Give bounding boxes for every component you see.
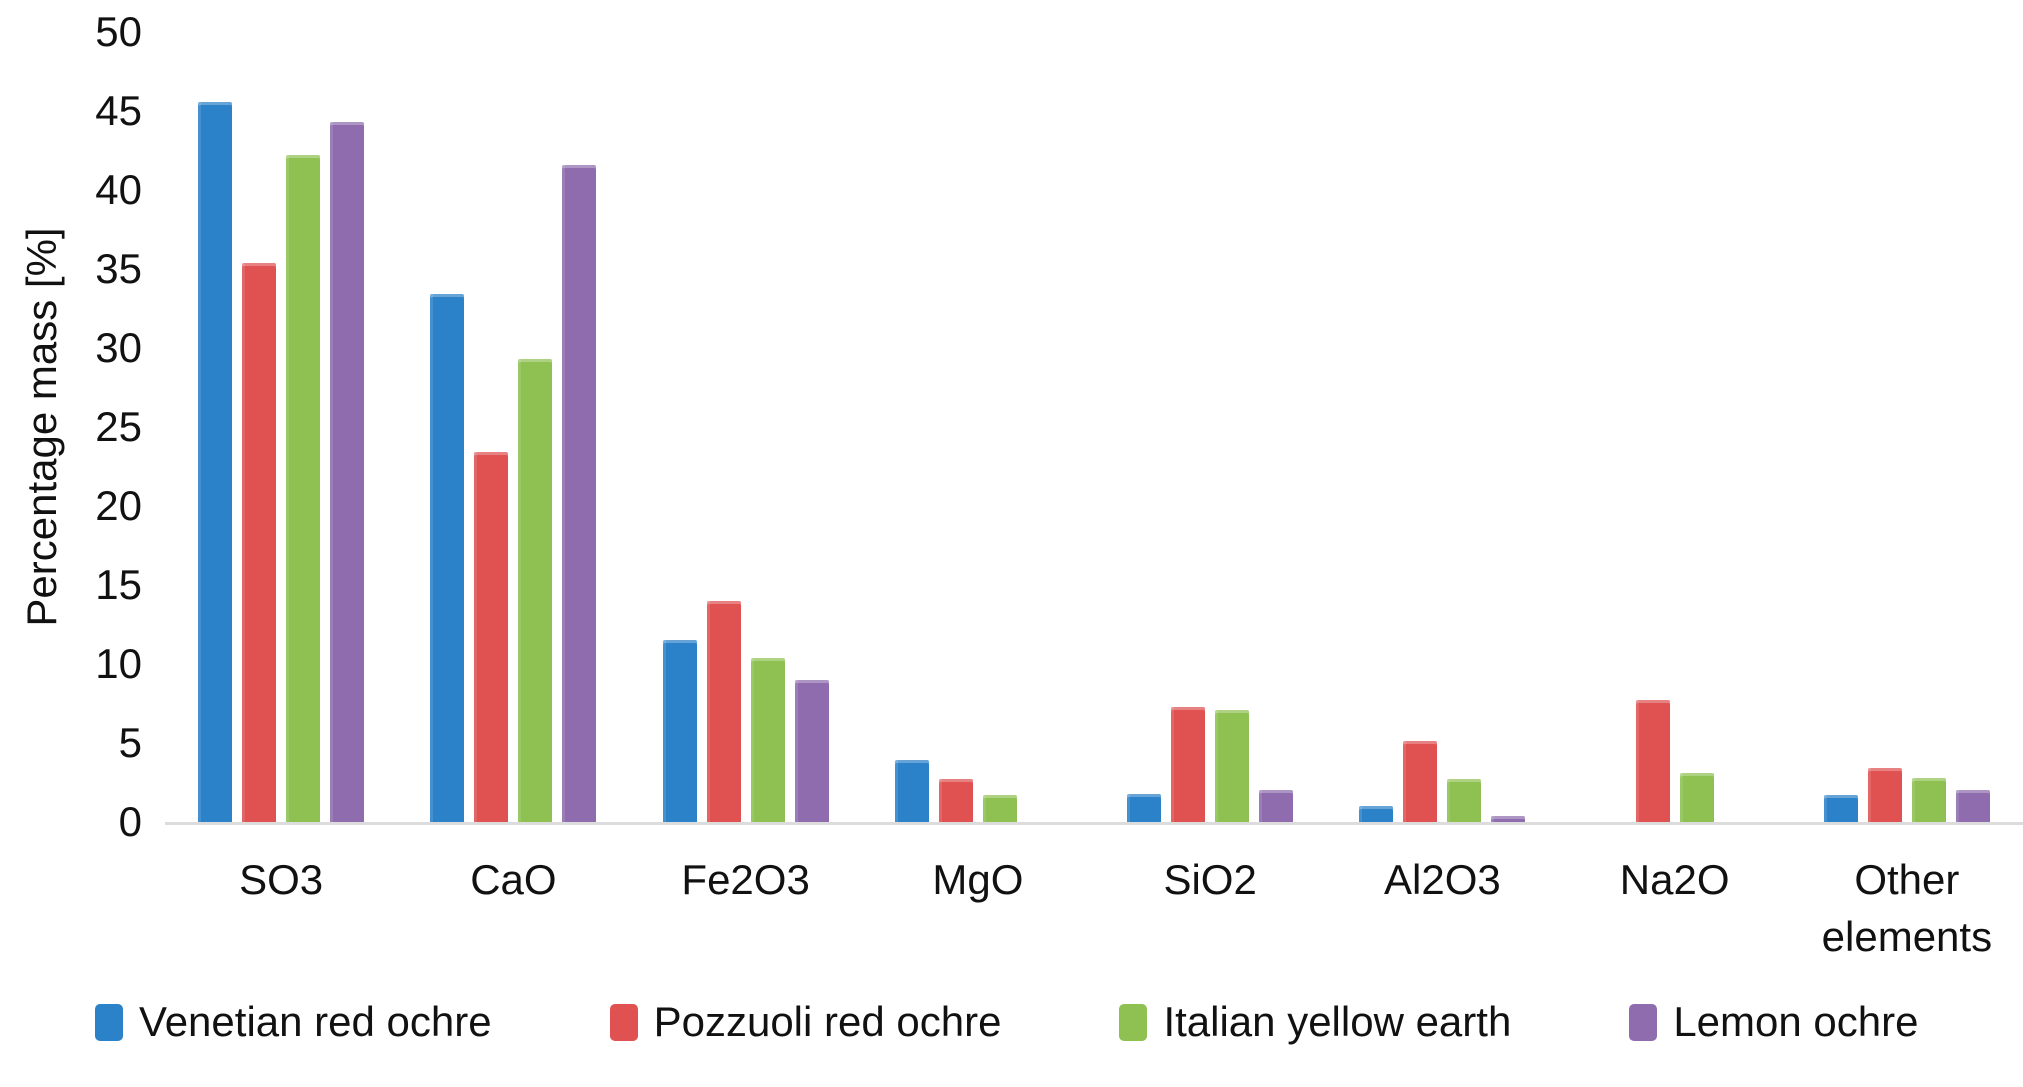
y-tick-label: 45 [95, 87, 142, 134]
x-tick-label: SiO2 [1163, 856, 1257, 903]
bar-group-al2o3 [1326, 32, 1558, 822]
y-tick-label: 5 [118, 719, 142, 766]
legend-swatch [95, 1003, 123, 1041]
bar-lemon-ochre-cao [562, 164, 597, 822]
bar-italian-yellow-earth-other-elements [1911, 777, 1946, 822]
legend-label: Venetian red ochre [139, 998, 492, 1045]
bar-lemon-ochre-sio2 [1259, 790, 1294, 822]
bar-pozzuoli-red-ochre-na2o [1635, 700, 1670, 822]
legend-item-italian-yellow-earth: Italian yellow earth [1119, 998, 1511, 1046]
y-tick-label: 30 [95, 324, 142, 371]
bar-group-other-elements [1791, 32, 2023, 822]
bar-venetian-red-ochre-fe2o3 [662, 640, 697, 822]
legend-swatch [1119, 1003, 1148, 1041]
bar-pozzuoli-red-ochre-sio2 [1171, 706, 1206, 822]
x-tick-label: MgO [932, 856, 1024, 903]
bar-italian-yellow-earth-mgo [982, 795, 1017, 822]
bar-venetian-red-ochre-cao [430, 294, 465, 822]
bar-group-fe2o3 [630, 32, 862, 822]
legend-label: Pozzuoli red ochre [653, 998, 1002, 1045]
bar-lemon-ochre-fe2o3 [794, 679, 829, 822]
bar-venetian-red-ochre-other-elements [1823, 795, 1858, 822]
bar-italian-yellow-earth-so3 [286, 155, 321, 822]
legend-label: Italian yellow earth [1163, 998, 1512, 1045]
bar-italian-yellow-earth-sio2 [1215, 709, 1250, 822]
bar-venetian-red-ochre-sio2 [1127, 793, 1162, 822]
bar-group-cao [397, 32, 629, 822]
bar-venetian-red-ochre-so3 [198, 101, 233, 822]
y-tick-label: 15 [95, 561, 142, 608]
x-axis-ticks: SO3 CaO Fe2O3 MgO SiO2 Al2O3 Na2O Other element… [165, 852, 2023, 965]
bar-lemon-ochre-al2o3 [1491, 815, 1526, 822]
y-tick-label: 50 [95, 8, 142, 55]
bar-venetian-red-ochre-al2o3 [1359, 806, 1394, 822]
legend-swatch [609, 1003, 638, 1041]
bar-group-mgo [862, 32, 1094, 822]
legend-label: Lemon ochre [1673, 998, 1919, 1045]
bar-italian-yellow-earth-cao [518, 359, 553, 822]
bar-pozzuoli-red-ochre-mgo [938, 779, 973, 822]
bar-pozzuoli-red-ochre-al2o3 [1403, 741, 1438, 822]
bar-italian-yellow-earth-al2o3 [1447, 779, 1482, 822]
legend: Venetian red ochre Pozzuoli red ochre Ital… [95, 998, 1953, 1046]
x-tick-label: Other elements [1821, 856, 1993, 960]
bar-lemon-ochre-so3 [330, 122, 365, 822]
bar-group-na2o [1559, 32, 1791, 822]
y-tick-label: 10 [95, 640, 142, 687]
y-tick-label: 0 [118, 798, 142, 845]
y-tick-label: 25 [95, 403, 142, 450]
bar-venetian-red-ochre-mgo [894, 760, 929, 822]
x-tick-label: Na2O [1619, 856, 1730, 903]
bar-pozzuoli-red-ochre-fe2o3 [706, 600, 741, 822]
legend-item-venetian-red-ochre: Venetian red ochre [95, 998, 492, 1046]
y-tick-label: 35 [95, 245, 142, 292]
bar-pozzuoli-red-ochre-so3 [242, 262, 277, 822]
legend-item-pozzuoli-red-ochre: Pozzuoli red ochre [609, 998, 1002, 1046]
bar-pozzuoli-red-ochre-cao [474, 452, 509, 822]
plot-area [165, 32, 2023, 825]
x-tick-label: Al2O3 [1384, 856, 1501, 903]
bar-group-so3 [165, 32, 397, 822]
bar-lemon-ochre-other-elements [1955, 790, 1990, 822]
x-tick-label: Fe2O3 [681, 856, 810, 903]
x-tick-label: SO3 [239, 856, 324, 903]
bar-pozzuoli-red-ochre-other-elements [1867, 768, 1902, 822]
bar-italian-yellow-earth-fe2o3 [750, 657, 785, 822]
bar-group-sio2 [1094, 32, 1326, 822]
y-tick-label: 40 [95, 166, 142, 213]
bar-italian-yellow-earth-na2o [1679, 773, 1714, 822]
legend-item-lemon-ochre: Lemon ochre [1629, 998, 1918, 1046]
y-tick-label: 20 [95, 482, 142, 529]
x-tick-label: CaO [470, 856, 557, 903]
legend-swatch [1629, 1003, 1658, 1041]
